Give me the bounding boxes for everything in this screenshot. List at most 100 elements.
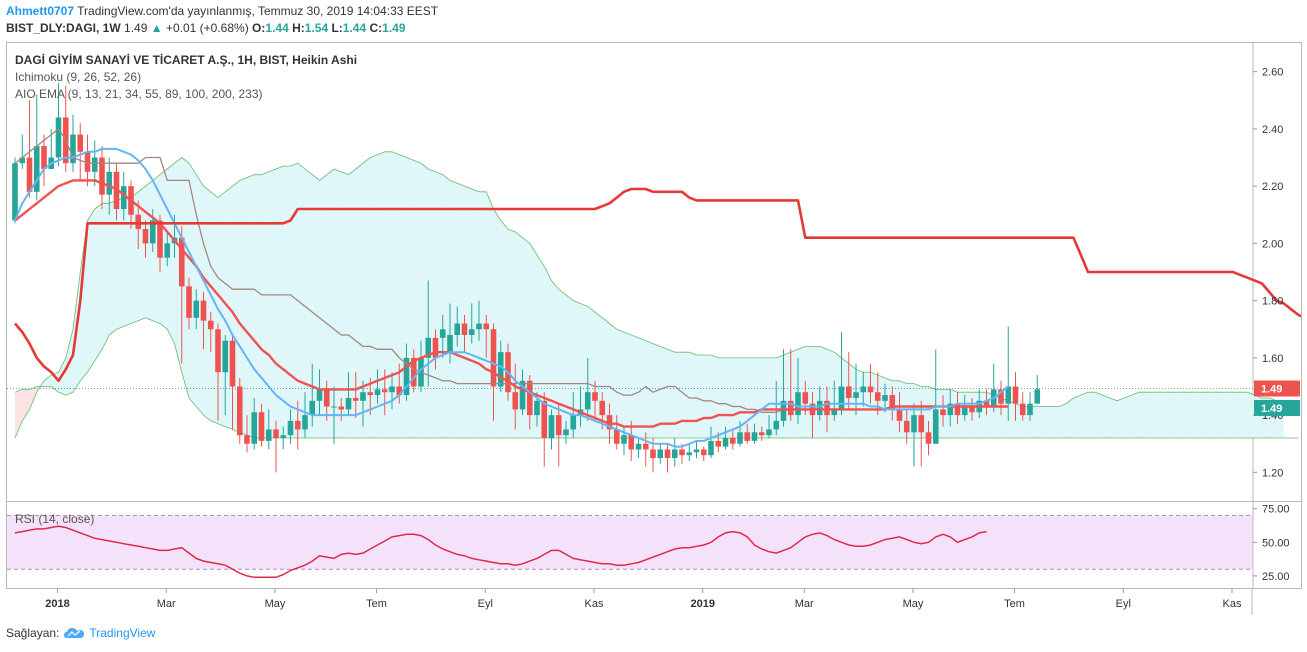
ichimoku-cloud-segment bbox=[145, 180, 153, 321]
candle bbox=[983, 389, 990, 416]
candle bbox=[744, 423, 751, 444]
candle bbox=[200, 292, 207, 350]
candle bbox=[722, 426, 729, 450]
ichimoku-cloud-segment bbox=[334, 168, 342, 439]
ichimoku-cloud-segment bbox=[1240, 392, 1248, 439]
tradingview-brand[interactable]: TradingView bbox=[89, 626, 156, 640]
candle bbox=[519, 369, 526, 416]
ichimoku-cloud-segment bbox=[471, 188, 479, 439]
candle-body bbox=[374, 389, 381, 396]
ichimoku-cloud-segment bbox=[319, 174, 327, 439]
candle-body bbox=[273, 429, 279, 439]
candle-body bbox=[584, 392, 591, 410]
candle bbox=[389, 372, 395, 410]
ichimoku-cloud-segment bbox=[711, 355, 719, 439]
candle bbox=[222, 334, 229, 416]
candle bbox=[512, 363, 519, 430]
time-tick-label: 2018 bbox=[45, 598, 69, 610]
candle-body bbox=[903, 420, 910, 433]
candle bbox=[439, 314, 446, 358]
candle-body bbox=[686, 452, 693, 456]
ichimoku-cloud-segment bbox=[1131, 392, 1139, 439]
candle bbox=[584, 357, 591, 421]
price-change: +0.01 (+0.68%) bbox=[165, 21, 249, 35]
ichimoku-cloud-segment bbox=[500, 220, 508, 439]
price-panel[interactable]: 2.60 2.40 2.20 2.00 1.80 1.60 1.40 1.20 1.49 1.49… bbox=[6, 42, 1307, 502]
candle-body bbox=[1027, 403, 1033, 416]
rsi-legend[interactable]: RSI (14, close) bbox=[15, 512, 95, 526]
ichimoku-cloud-segment bbox=[442, 174, 450, 439]
time-tick-label: Kas bbox=[585, 598, 604, 610]
candle-body bbox=[287, 420, 294, 436]
ichimoku-cloud-segment bbox=[877, 375, 885, 439]
ichimoku-cloud-segment bbox=[29, 386, 37, 410]
candle-body bbox=[874, 392, 881, 401]
ichimoku-cloud-segment bbox=[544, 266, 552, 439]
candle bbox=[432, 329, 439, 370]
open-label: O: bbox=[252, 21, 266, 35]
candle bbox=[867, 363, 874, 404]
ichimoku-cloud-segment bbox=[384, 151, 392, 439]
ichimoku-cloud-segment bbox=[1095, 392, 1103, 439]
candle-body bbox=[389, 386, 395, 393]
ichimoku-cloud-segment bbox=[1204, 392, 1212, 439]
price-chart[interactable]: 2.602.402.202.001.801.601.401.201.491.49 bbox=[7, 43, 1307, 501]
ema-legend[interactable]: AIO EMA (9, 13, 21, 34, 55, 89, 100, 200… bbox=[15, 87, 263, 101]
ichimoku-cloud-segment bbox=[1167, 392, 1175, 439]
ichimoku-cloud-segment bbox=[450, 180, 458, 439]
candle-body bbox=[26, 157, 33, 192]
candle bbox=[468, 303, 475, 344]
last-price: 1.49 bbox=[124, 21, 148, 35]
time-axis[interactable]: 2018 Mar May Tem Eyl Kas 2019 Mar May Tem Eyl Kas bbox=[6, 589, 1302, 615]
symbol-name: BIST_DLY:DAGI, 1W bbox=[6, 21, 121, 35]
author-name[interactable]: Ahmett0707 bbox=[6, 4, 75, 18]
ichimoku-cloud-segment bbox=[827, 349, 835, 439]
candle bbox=[882, 383, 888, 413]
candle bbox=[207, 312, 214, 353]
ichimoku-cloud-segment bbox=[1102, 395, 1110, 439]
ichimoku-cloud-segment bbox=[1109, 397, 1117, 439]
rsi-chart[interactable]: 75.00 50.00 25.00 bbox=[7, 502, 1301, 588]
ichimoku-cloud-segment bbox=[305, 168, 313, 439]
ichimoku-cloud-segment bbox=[435, 171, 443, 439]
low-label: L: bbox=[331, 21, 343, 35]
ichimoku-cloud-segment bbox=[1138, 392, 1146, 439]
candle-body bbox=[432, 337, 439, 358]
candle-body bbox=[737, 432, 743, 444]
rsi-panel[interactable]: 75.00 50.00 25.00 RSI (14, close) bbox=[6, 501, 1302, 589]
ichimoku-cloud-segment bbox=[638, 337, 646, 439]
candle-body bbox=[222, 340, 229, 373]
ichimoku-cloud-segment bbox=[102, 203, 110, 350]
last-price-badge bbox=[1254, 380, 1300, 397]
candle-body bbox=[628, 435, 635, 450]
time-tick-label: Tem bbox=[1004, 598, 1025, 610]
ichimoku-cloud-segment bbox=[363, 157, 371, 439]
candle-body bbox=[200, 300, 207, 321]
ichimoku-cloud-segment bbox=[667, 349, 675, 439]
candle bbox=[19, 134, 26, 169]
candle-body bbox=[251, 412, 258, 444]
candle bbox=[26, 100, 33, 198]
candle bbox=[969, 397, 975, 421]
ichimoku-cloud-segment bbox=[812, 346, 820, 439]
ichimoku-legend[interactable]: Ichimoku (9, 26, 52, 26) bbox=[15, 70, 142, 84]
candle bbox=[838, 332, 845, 416]
candle bbox=[287, 409, 294, 444]
candle bbox=[686, 443, 693, 461]
candle-body bbox=[621, 435, 627, 444]
candle-body bbox=[570, 415, 577, 430]
ichimoku-cloud-segment bbox=[1247, 392, 1255, 439]
candle-body bbox=[258, 412, 265, 441]
ichimoku-cloud-segment bbox=[392, 151, 400, 439]
candle bbox=[592, 380, 598, 421]
last-price-badge bbox=[1254, 399, 1300, 416]
candle-body bbox=[454, 323, 461, 335]
ichimoku-cloud-segment bbox=[1088, 392, 1096, 439]
ichimoku-cloud-segment bbox=[160, 168, 168, 330]
candle bbox=[41, 134, 47, 187]
candle bbox=[374, 369, 381, 404]
ichimoku-cloud-segment bbox=[123, 197, 131, 327]
candle bbox=[664, 443, 671, 473]
candle-body bbox=[548, 415, 555, 439]
candle-body bbox=[758, 432, 765, 436]
